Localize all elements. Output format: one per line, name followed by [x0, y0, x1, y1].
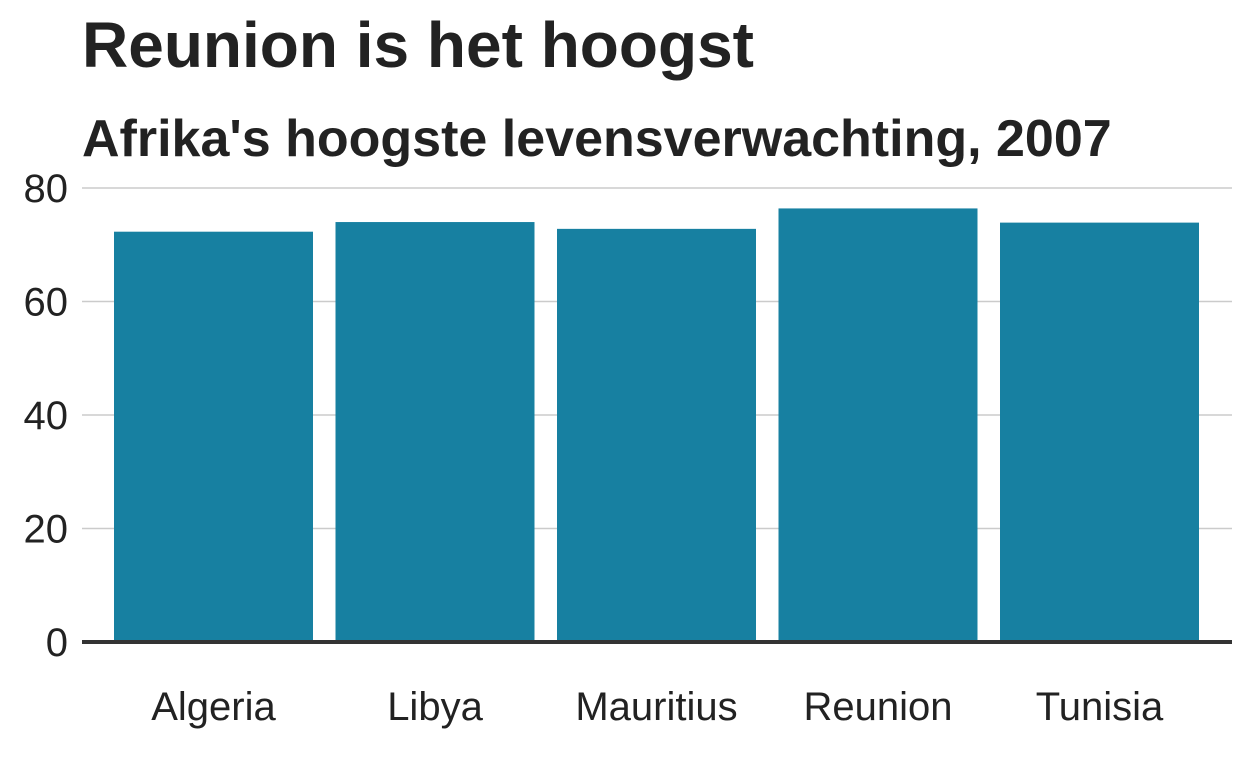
- bar-reunion: [778, 208, 978, 642]
- bar-libya: [335, 222, 535, 643]
- x-tick-label-tunisia: Tunisia: [1036, 685, 1164, 729]
- x-tick-label-mauritius: Mauritius: [575, 685, 737, 729]
- chart-subtitle: Afrika's hoogste levensverwachting, 2007: [82, 110, 1112, 168]
- y-tick-label-60: 60: [24, 281, 69, 325]
- bar-mauritius: [557, 228, 756, 643]
- bars: [114, 208, 1199, 643]
- bar-tunisia: [1000, 222, 1199, 642]
- x-tick-label-reunion: Reunion: [803, 685, 952, 729]
- y-tick-label-20: 20: [24, 508, 69, 552]
- y-tick-label-80: 80: [24, 167, 69, 211]
- bar-algeria: [114, 231, 313, 642]
- y-tick-label-40: 40: [24, 394, 69, 438]
- y-axis-tick-labels: 0 20 40 60 80: [24, 167, 69, 665]
- chart-title: Reunion is het hoogst: [82, 9, 754, 81]
- x-axis-tick-labels: Algeria Libya Mauritius Reunion Tunisia: [151, 685, 1164, 729]
- x-tick-label-libya: Libya: [387, 685, 483, 729]
- y-tick-label-0: 0: [46, 621, 68, 665]
- x-tick-label-algeria: Algeria: [151, 685, 276, 729]
